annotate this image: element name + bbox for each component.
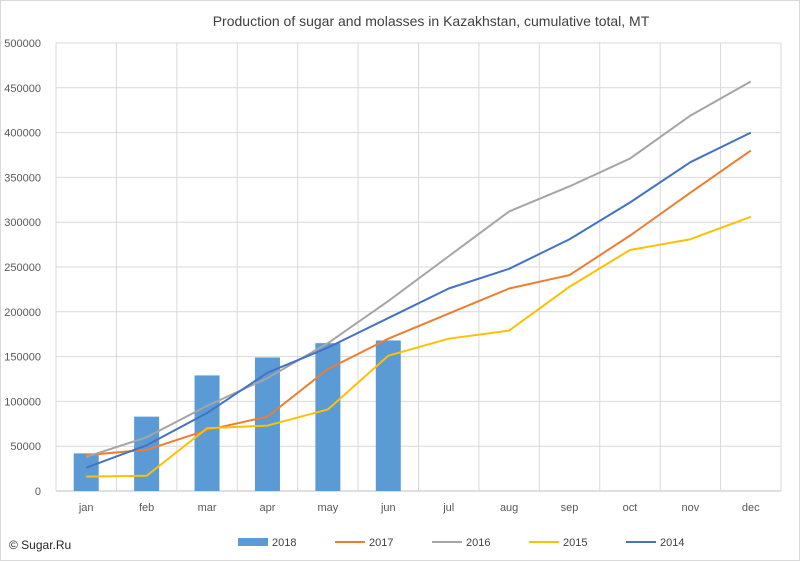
copyright-watermark: © Sugar.Ru	[9, 538, 71, 552]
line-series-2016	[85, 80, 752, 458]
legend-item-2017: 2017	[335, 537, 393, 549]
x-tick-label: dec	[742, 502, 760, 514]
y-tick-label: 300000	[4, 217, 41, 229]
x-tick-label: nov	[682, 502, 700, 514]
y-tick-label: 250000	[4, 262, 41, 274]
y-tick-label: 450000	[4, 83, 41, 95]
x-tick-label: feb	[139, 502, 154, 514]
legend-item-2015: 2015	[529, 537, 587, 549]
legend-label: 2016	[466, 537, 490, 549]
x-tick-label: mar	[198, 502, 217, 514]
legend-item-2018: 2018	[238, 537, 296, 549]
legend-item-2016: 2016	[432, 537, 490, 549]
x-tick-label: aug	[500, 502, 518, 514]
y-tick-label: 100000	[4, 396, 41, 408]
legend-swatch	[238, 538, 268, 546]
y-tick-label: 50000	[10, 441, 41, 453]
axis-layer: 0 50000 100000 150000 200000 250000 300000 3500…	[4, 38, 760, 514]
lines-layer	[85, 80, 752, 478]
bar-2018-jan	[73, 453, 99, 491]
chart-legend: 2018 2017 2016 2015 2014	[238, 537, 684, 549]
y-tick-label: 350000	[4, 172, 41, 184]
x-tick-label: oct	[623, 502, 638, 514]
legend-label: 2017	[369, 537, 393, 549]
y-tick-label: 400000	[4, 128, 41, 140]
y-tick-label: 500000	[4, 38, 41, 50]
y-tick-label: 200000	[4, 307, 41, 319]
grid-layer	[55, 42, 782, 492]
x-tick-label: sep	[561, 502, 579, 514]
x-tick-label: jan	[78, 502, 94, 514]
legend-label: 2014	[660, 537, 684, 549]
legend-label: 2015	[563, 537, 587, 549]
x-tick-label: apr	[260, 502, 276, 514]
x-tick-label: may	[317, 502, 338, 514]
bar-2018-jun	[375, 340, 401, 491]
y-tick-label: 150000	[4, 352, 41, 364]
x-tick-label: jun	[380, 502, 396, 514]
y-tick-label: 0	[35, 486, 41, 498]
line-series-2014	[85, 131, 752, 469]
bar-2018-may	[315, 343, 341, 491]
bar-2018-feb	[134, 416, 160, 491]
legend-item-2014: 2014	[626, 537, 684, 549]
chart-title: Production of sugar and molasses in Kaza…	[213, 13, 650, 29]
x-tick-label: jul	[442, 502, 454, 514]
line-series-2017	[86, 149, 752, 457]
line-series-2015	[86, 215, 752, 478]
legend-label: 2018	[272, 537, 296, 549]
